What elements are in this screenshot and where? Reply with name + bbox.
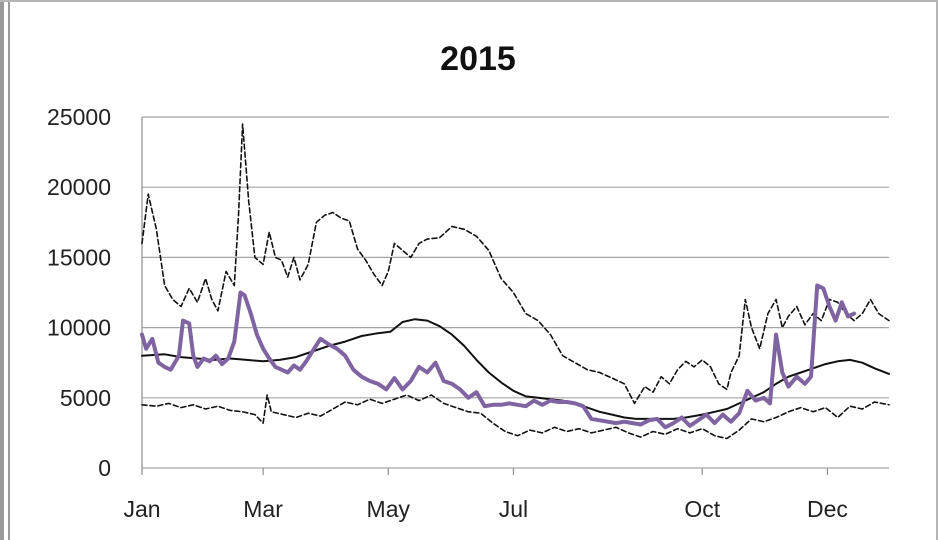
window-edge-left bbox=[0, 0, 4, 540]
series-line-solid-thick bbox=[140, 283, 857, 430]
grid-lines bbox=[141, 116, 889, 469]
series-line-solid-thin bbox=[141, 318, 890, 420]
window-edge-top bbox=[0, 0, 938, 2]
y-tick-label: 20000 bbox=[47, 174, 111, 200]
y-tick-label: 5000 bbox=[60, 385, 111, 411]
x-tick-label: Jan bbox=[123, 496, 160, 522]
window-edge-inner bbox=[8, 0, 10, 540]
x-tick-label: May bbox=[367, 496, 411, 522]
x-tick-label: Oct bbox=[684, 496, 720, 522]
series-line-dashed-upper bbox=[141, 123, 890, 405]
x-tick-label: Dec bbox=[807, 496, 848, 522]
series-line-dashed-lower bbox=[141, 394, 890, 440]
series-group bbox=[140, 123, 890, 440]
window-edge-right bbox=[936, 0, 938, 540]
y-tick-label: 10000 bbox=[47, 315, 111, 341]
x-tick-label: Jul bbox=[499, 496, 528, 522]
y-tick-label: 25000 bbox=[47, 104, 111, 130]
x-axis-ticks: Jan Mar May Jul Oct Dec bbox=[123, 468, 848, 522]
y-axis-ticks: 0 5000 10000 15000 20000 25000 bbox=[47, 104, 111, 481]
x-tick-label: Mar bbox=[243, 496, 283, 522]
y-tick-label: 0 bbox=[98, 455, 111, 481]
y-tick-label: 15000 bbox=[47, 244, 111, 270]
chart-title: 2015 bbox=[440, 40, 516, 78]
